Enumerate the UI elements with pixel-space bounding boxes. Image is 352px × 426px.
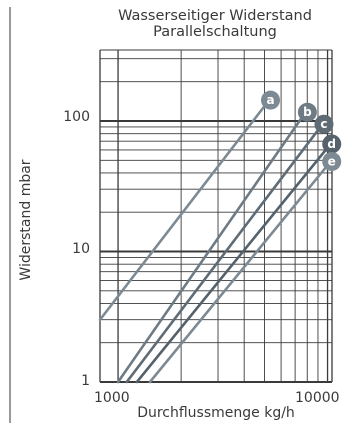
series-line-d xyxy=(135,148,328,384)
series-badge-d xyxy=(322,134,342,154)
y-tick-label: 10 xyxy=(72,241,90,257)
series-badge-a xyxy=(260,90,280,110)
y-tick-label: 1 xyxy=(81,373,90,389)
series-line-b xyxy=(116,116,303,384)
series-label-c: c xyxy=(320,117,327,131)
chart-subtitle: Parallelschaltung xyxy=(153,24,277,40)
y-axis-label: Widerstand mbar xyxy=(18,159,34,281)
x-tick-label: 10000 xyxy=(295,390,340,406)
series-label-a: a xyxy=(266,93,274,107)
chart-title: Wasserseitiger Widerstand xyxy=(118,8,312,24)
x-tick-label: 1000 xyxy=(94,390,130,406)
series-label-e: e xyxy=(328,155,336,169)
x-axis-label: Durchflussmenge kg/h xyxy=(137,405,295,421)
series-label-d: d xyxy=(327,137,336,151)
series-line-c xyxy=(125,128,320,384)
y-tick-label: 100 xyxy=(63,109,90,125)
series-badge-b xyxy=(297,102,317,122)
left-divider xyxy=(9,7,11,423)
series-line-a xyxy=(98,104,266,322)
series-line-e xyxy=(148,166,328,384)
series-label-b: b xyxy=(303,105,312,119)
series-badge-c xyxy=(314,114,334,134)
series-badge-e xyxy=(322,152,342,172)
